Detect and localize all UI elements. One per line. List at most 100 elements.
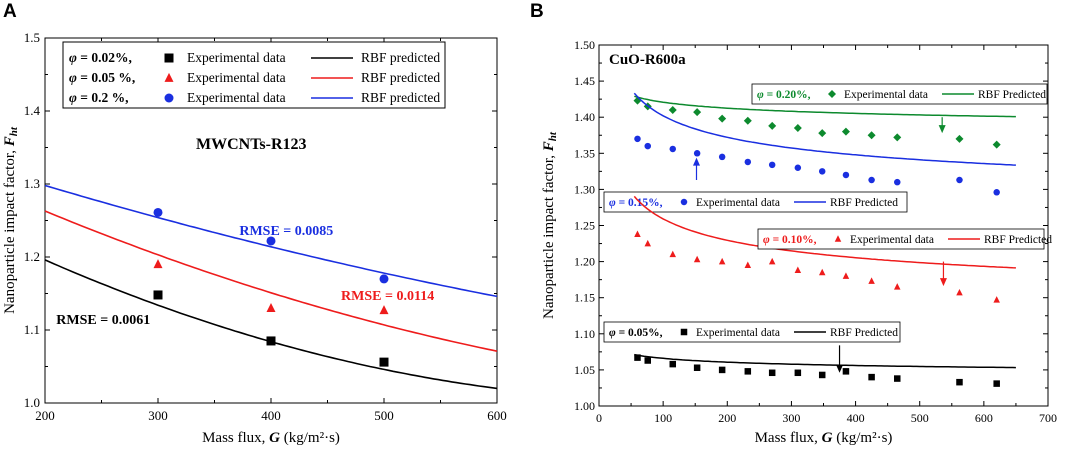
data-point-series-3 xyxy=(894,375,901,382)
data-point-series-0 xyxy=(768,121,777,130)
legend-fit-label: RBF Predicted xyxy=(978,89,1046,101)
legend-fit-label: RBF Predicted xyxy=(984,234,1052,246)
data-point-series-1 xyxy=(956,176,963,184)
fit-line-series-1 xyxy=(44,210,498,352)
y-tick-label: 1.05 xyxy=(574,363,595,377)
data-point-series-3 xyxy=(818,371,826,379)
data-point-series-1 xyxy=(868,176,875,184)
x-tick-label: 200 xyxy=(718,411,736,425)
data-point-series-2 xyxy=(768,257,776,265)
legend-fit-label: RBF predicted xyxy=(361,70,440,85)
data-point-series-0 xyxy=(718,114,727,123)
legend-exp-label: Experimental data xyxy=(187,70,286,85)
data-point-series-0 xyxy=(379,357,389,367)
y-tick-label: 1.50 xyxy=(574,38,595,52)
y-tick-label: 1.40 xyxy=(574,110,595,124)
data-point-series-0 xyxy=(992,140,1001,149)
data-point-series-1 xyxy=(669,145,677,153)
data-point-series-1 xyxy=(842,171,850,179)
legend-exp-label: Experimental data xyxy=(844,89,928,101)
x-axis-label: Mass flux, G (kg/m²·s) xyxy=(202,430,340,446)
data-point-series-1 xyxy=(768,161,776,169)
data-point-series-3 xyxy=(693,364,701,371)
data-point-series-2 xyxy=(634,230,641,237)
y-axis-label: Nanoparticle impact factor, Fht xyxy=(541,131,559,319)
y-tick-label: 1.2 xyxy=(24,249,40,264)
data-point-series-2 xyxy=(868,277,875,284)
data-point-series-1 xyxy=(153,259,163,269)
rmse-label-series-1: RMSE = 0.0114 xyxy=(341,289,434,304)
x-tick-label: 600 xyxy=(487,408,507,423)
annotation-arrow-series-3 xyxy=(836,345,844,373)
data-point-series-1 xyxy=(794,164,802,171)
panel-b-chart: 0 100 200 300 400 500 600 700 1.00 1.05 1.10 1.15 1.… xyxy=(541,38,1057,446)
x-tick-label: 400 xyxy=(847,411,865,425)
data-point-series-2 xyxy=(266,236,276,246)
legend-exp-label: Experimental data xyxy=(696,327,780,339)
data-point-series-0 xyxy=(955,134,964,143)
legend-marker xyxy=(680,198,688,206)
data-point-series-3 xyxy=(669,360,677,368)
data-point-series-2 xyxy=(644,239,651,247)
data-point-series-0 xyxy=(818,129,827,138)
y-tick-label: 1.1 xyxy=(24,322,40,337)
y-tick-label: 1.5 xyxy=(24,30,40,45)
x-tick-label: 300 xyxy=(782,411,800,425)
data-point-series-0 xyxy=(841,127,850,136)
chart-title: MWCNTs-R123 xyxy=(196,136,307,153)
data-point-series-1 xyxy=(993,189,1000,196)
data-point-series-2 xyxy=(153,207,163,217)
legend-box-series-3: φ = 0.05%, Experimental data RBF Predicted xyxy=(603,321,901,343)
fit-line-series-3 xyxy=(634,353,1016,369)
data-point-series-2 xyxy=(744,261,752,268)
data-point-series-2 xyxy=(842,272,850,279)
x-tick-label: 700 xyxy=(1039,411,1057,425)
rmse-label-series-2: RMSE = 0.0085 xyxy=(239,224,333,239)
x-tick-label: 300 xyxy=(148,408,168,423)
legend-frame xyxy=(603,321,901,343)
legend-phi-label: φ = 0.2 %, xyxy=(69,90,128,105)
x-tick-label: 600 xyxy=(975,411,993,425)
fit-line-series-0 xyxy=(634,95,1016,118)
data-point-series-2 xyxy=(379,274,389,284)
legend-phi-label: φ = 0.05%, xyxy=(609,327,663,339)
panel-a-letter: A xyxy=(3,1,17,22)
legend-marker xyxy=(828,90,836,98)
legend-frame xyxy=(757,228,1045,250)
legend-marker xyxy=(164,93,174,103)
data-point-series-3 xyxy=(768,369,776,377)
data-point-series-1 xyxy=(266,302,276,312)
legend-box-series-1: φ = 0.15%, Experimental data RBF Predicted xyxy=(603,191,908,213)
y-tick-label: 1.4 xyxy=(24,103,41,118)
legend-phi-label: φ = 0.15%, xyxy=(609,197,663,209)
legend-phi-label: φ = 0.05 %, xyxy=(69,70,135,85)
legend-frame xyxy=(603,191,908,213)
legend-fit-label: RBF predicted xyxy=(361,50,440,65)
x-tick-label: 400 xyxy=(261,408,281,423)
x-tick-label: 500 xyxy=(374,408,394,423)
legend-exp-label: Experimental data xyxy=(187,50,286,65)
legend-box xyxy=(62,41,446,109)
data-point-series-3 xyxy=(842,368,850,375)
data-point-series-2 xyxy=(818,268,826,276)
data-point-series-2 xyxy=(693,255,701,263)
data-point-series-2 xyxy=(718,257,726,265)
x-tick-label: 500 xyxy=(911,411,929,425)
y-tick-label: 1.35 xyxy=(574,146,595,160)
legend-marker xyxy=(164,53,174,63)
legend-fit-label: RBF Predicted xyxy=(830,327,898,339)
data-point-series-1 xyxy=(634,135,641,143)
data-point-series-0 xyxy=(867,131,876,140)
legend-fit-label: RBF Predicted xyxy=(830,197,898,209)
data-point-series-2 xyxy=(794,266,802,274)
legend-phi-label: φ = 0.20%, xyxy=(757,89,811,101)
legend-box-series-2: φ = 0.10%, Experimental data RBF Predicted xyxy=(757,228,1052,250)
y-tick-label: 1.30 xyxy=(574,182,595,196)
y-tick-label: 1.3 xyxy=(24,176,40,191)
data-point-series-1 xyxy=(718,153,726,161)
legend-marker xyxy=(680,328,688,336)
chart-title: CuO-R600a xyxy=(609,52,686,68)
y-tick-label: 1.45 xyxy=(574,74,595,88)
data-point-series-0 xyxy=(153,290,163,300)
legend-box-series-0: φ = 0.20%, Experimental data RBF Predicted xyxy=(751,83,1048,105)
